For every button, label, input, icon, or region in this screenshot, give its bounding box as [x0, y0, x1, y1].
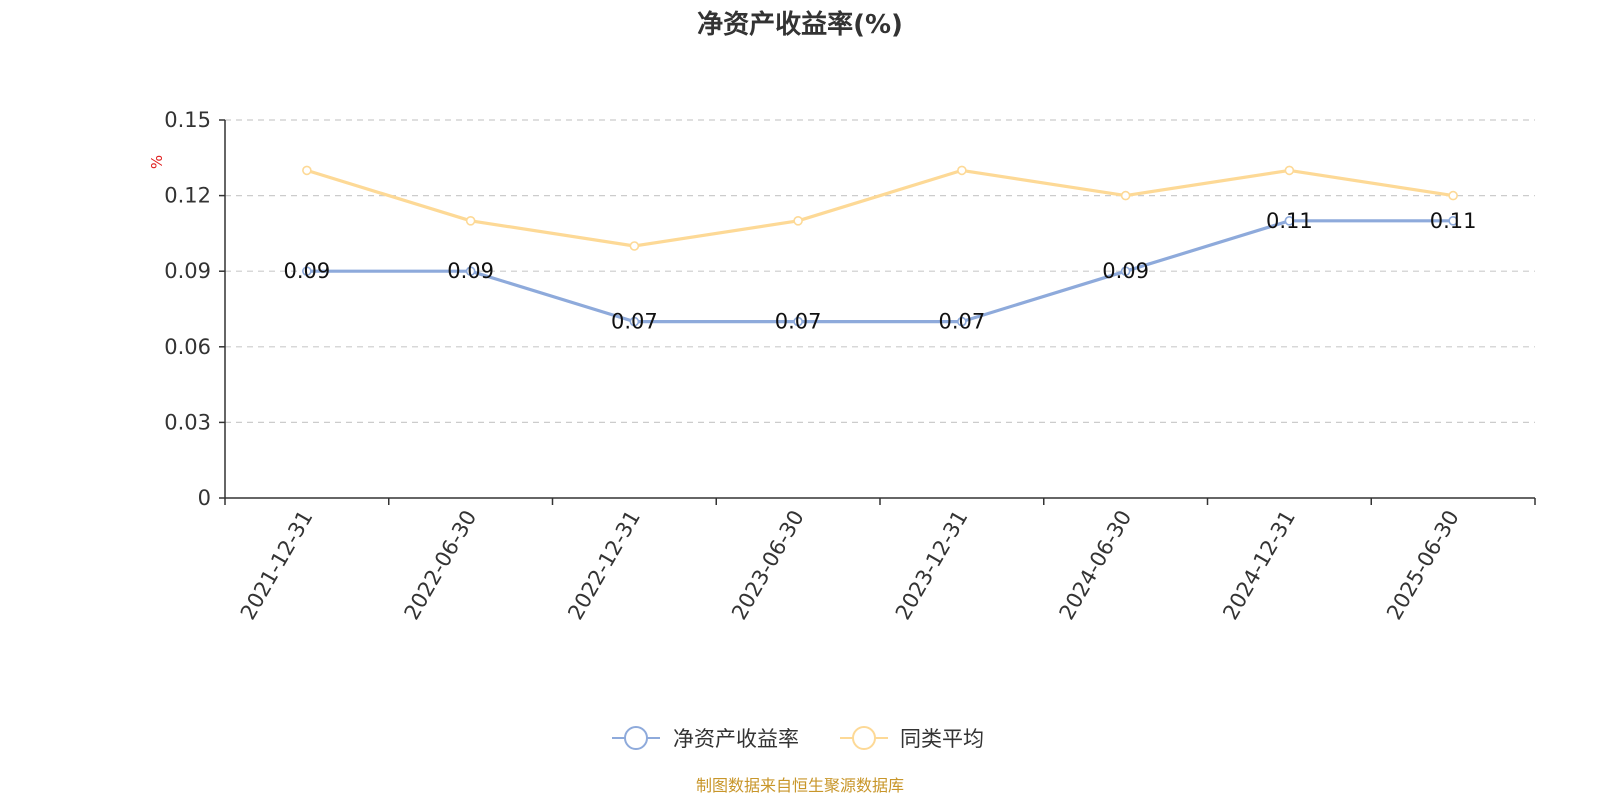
- legend-label-0: 净资产收益率: [673, 727, 799, 751]
- x-tick-label-6: 2024-12-31: [1218, 506, 1300, 624]
- y-axis-unit-label: %: [148, 155, 166, 169]
- x-tick-label-4: 2023-12-31: [891, 506, 973, 624]
- series-1-point-0: [302, 165, 312, 176]
- series-1-point-2: [629, 241, 640, 251]
- axes: 0 0.03 0.06 0.09 0.12 0.15 2021-12-31 2022-06-3…: [164, 108, 1536, 624]
- series-0-point-7: [1448, 216, 1458, 226]
- series-1-point-7: [1448, 190, 1458, 201]
- series-1-point-1: [465, 216, 476, 226]
- y-tick-label-0: 0: [198, 486, 211, 510]
- series-0-point-5: [1120, 266, 1131, 277]
- data-label-6: 0.11: [1266, 209, 1313, 233]
- series-0-point-1: [465, 266, 476, 277]
- x-tick-label-2: 2022-12-31: [563, 506, 645, 624]
- x-tick-label-1: 2022-06-30: [400, 506, 482, 624]
- series-0-point-2: [629, 316, 640, 327]
- series-0-point-0: [302, 266, 312, 277]
- y-tick-label-4: 0.12: [164, 184, 211, 208]
- legend-marker-0: [624, 726, 648, 750]
- data-label-7: 0.11: [1430, 209, 1477, 233]
- data-label-1: 0.09: [447, 259, 494, 283]
- series-1-point-5: [1120, 190, 1131, 201]
- series-1-point-4: [957, 165, 967, 176]
- series-layer: [302, 165, 1458, 327]
- legend-marker-1: [852, 726, 876, 750]
- x-tick-label-3: 2023-06-30: [727, 506, 809, 624]
- y-tick-label-5: 0.15: [164, 108, 211, 132]
- data-labels: 0.09 0.09 0.07 0.07 0.07 0.09 0.11 0.11: [283, 209, 1476, 334]
- y-tick-label-2: 0.06: [164, 335, 211, 359]
- x-tick-label-0: 2021-12-31: [236, 506, 318, 624]
- x-tick-label-5: 2024-06-30: [1055, 506, 1137, 624]
- x-tick-label-7: 2025-06-30: [1382, 506, 1464, 624]
- series-0-point-6: [1284, 216, 1295, 226]
- legend-label-1: 同类平均: [900, 727, 984, 751]
- data-label-2: 0.07: [611, 310, 658, 334]
- series-line-0: [306, 219, 1454, 324]
- series-1-point-6: [1284, 165, 1295, 176]
- chart-title: 净资产收益率(%): [697, 9, 903, 40]
- data-label-0: 0.09: [283, 259, 330, 283]
- data-label-4: 0.07: [938, 310, 985, 334]
- y-tick-label-3: 0.09: [164, 259, 211, 283]
- series-0-point-4: [957, 316, 967, 327]
- legend: 净资产收益率 同类平均: [612, 726, 984, 751]
- data-label-3: 0.07: [775, 310, 822, 334]
- series-line-1: [306, 168, 1454, 248]
- source-note: 制图数据来自恒生聚源数据库: [696, 776, 904, 795]
- series-0-point-3: [793, 316, 803, 327]
- y-tick-label-1: 0.03: [164, 410, 211, 434]
- data-label-5: 0.09: [1102, 259, 1149, 283]
- series-1-point-3: [793, 216, 803, 226]
